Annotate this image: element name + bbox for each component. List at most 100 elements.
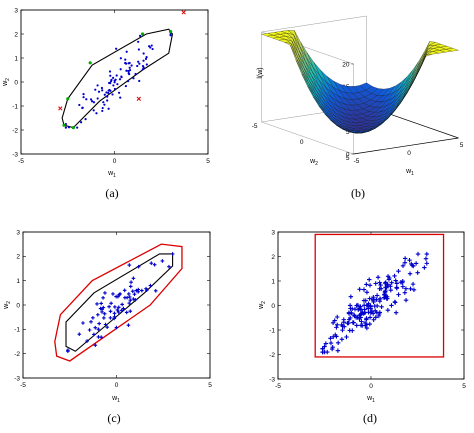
data-point [122,288,127,293]
data-point [103,103,106,106]
hull-vertex [62,123,66,127]
data-point [64,126,67,129]
data-point [400,284,406,289]
data-point [144,57,148,60]
data-point [138,62,141,65]
data-point [136,264,141,269]
ylabel-c: w2 [3,301,12,310]
data-point [131,297,136,301]
y-tick-label: -3 [269,376,275,383]
data-point [138,34,142,37]
data-point [81,321,85,325]
data-point [340,323,345,329]
outer-hull [54,243,183,362]
z-tick-label: 5 [346,129,350,136]
data-point [392,273,397,279]
data-point [126,80,130,83]
data-point [116,83,119,86]
data-point [101,109,104,113]
data-point [97,90,101,93]
data-point [109,89,112,92]
data-point [127,69,130,73]
data-point [415,251,421,257]
data-point [82,96,85,99]
data-point [92,101,96,104]
data-point [127,62,130,65]
data-point [410,281,416,287]
data-point [367,321,372,327]
y-tick-label: -5 [252,123,258,130]
data-point [385,274,391,279]
data-point [103,291,107,295]
data-point [107,107,110,110]
data-point [66,348,70,352]
data-point [323,341,329,346]
data-point [144,286,148,291]
data-point [141,68,144,71]
data-point [128,73,131,76]
data-point [116,310,121,314]
data-point [376,313,382,319]
data-point [149,261,154,266]
ticks-d: -5 0 5 -3 -2 -1 0 1 2 3 [269,229,466,390]
data-point [96,327,101,331]
data-point [108,316,113,320]
data-point [118,78,122,81]
data-point [354,323,359,328]
data-point [393,300,398,305]
data-point [167,264,171,269]
axis-box-line [261,121,354,155]
caption-b: (b) [351,186,365,200]
data-point [96,84,99,87]
data-point [103,93,106,96]
data-point [351,320,356,325]
data-point [385,308,391,313]
data-point [134,288,139,293]
data-point [89,98,93,101]
data-point [92,109,95,112]
data-point [394,281,400,286]
data-point [383,285,388,290]
ylabel-d: w2 [258,301,267,310]
data-point [145,63,148,66]
data-point [92,332,96,337]
data-point [134,72,137,76]
hull-vertex [88,61,92,65]
data-point [375,275,381,280]
panel-d: -5 0 5 -3 -2 -1 0 1 2 3 w1 w2 (d) [258,229,466,425]
data-point [108,70,112,73]
axis-box-line [261,15,367,33]
data-point [334,325,339,330]
data-point [78,103,81,107]
data-point [81,106,84,110]
data-point [367,296,372,301]
data-point [119,96,122,99]
data-point [360,323,365,328]
y-tick-label: 2 [271,254,275,261]
data-point [103,322,108,327]
data-point [105,91,108,94]
data-point [332,318,337,323]
data-point [91,316,95,320]
data-point [149,46,152,49]
data-point [112,311,117,316]
data-point [393,278,398,283]
data-point [169,33,172,36]
data-point [142,59,145,62]
data-point [112,76,115,79]
data-point [115,308,120,312]
surface-mesh-b [261,30,459,134]
hull-vertex [71,126,75,130]
data-point [96,97,99,100]
panel-c: -5 0 5 -3 -2 -1 0 1 2 3 w1 w2 (c) [3,229,212,425]
data-point [105,325,109,330]
x-tick-label: 0 [369,383,373,390]
y-tick-label: -3 [14,375,20,382]
data-point [125,50,128,53]
data-point [127,263,132,267]
data-point [402,260,408,265]
bounding-box [314,233,445,358]
data-point [402,290,408,295]
data-point [369,308,375,314]
data-point [368,303,373,309]
